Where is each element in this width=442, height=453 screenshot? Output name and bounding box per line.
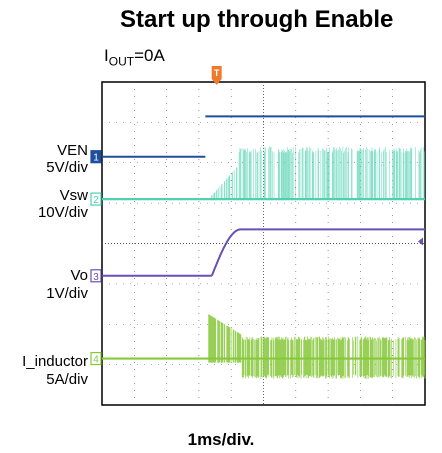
il-scale: 5A/div: [46, 371, 88, 388]
x-axis-label: 1ms/div.: [187, 430, 255, 449]
vo-offscale-arrow: [418, 237, 423, 246]
vo-channel-marker: 3: [90, 269, 102, 283]
condition-sub: OUT: [108, 54, 135, 69]
il-label: I_inductor: [22, 353, 88, 370]
svg-text:1: 1: [93, 153, 99, 164]
svg-text:3: 3: [93, 272, 99, 283]
condition-main: I: [104, 46, 109, 65]
vo-trace: [102, 228, 425, 277]
svg-text:2: 2: [93, 195, 99, 206]
condition-rest: =0A: [134, 46, 165, 65]
vo-label: Vo: [70, 267, 88, 284]
vsw-label: Vsw: [59, 187, 88, 204]
svg-text:4: 4: [93, 355, 99, 366]
load-condition: IOUT=0A: [104, 46, 165, 68]
il-channel-marker: 4: [90, 351, 102, 366]
vsw-scale: 10V/div: [37, 204, 88, 221]
ven-channel-marker: 1: [90, 150, 102, 164]
vsw-channel-marker: 2: [90, 192, 102, 206]
ven-label: VEN: [57, 142, 88, 159]
svg-text:T: T: [214, 68, 220, 78]
vsw-switching: [209, 146, 425, 200]
ven-scale: 5V/div: [46, 159, 88, 176]
trigger-marker: T: [211, 66, 222, 85]
chart-title: Start up through Enable: [120, 6, 394, 33]
vo-scale: 1V/div: [46, 285, 88, 302]
